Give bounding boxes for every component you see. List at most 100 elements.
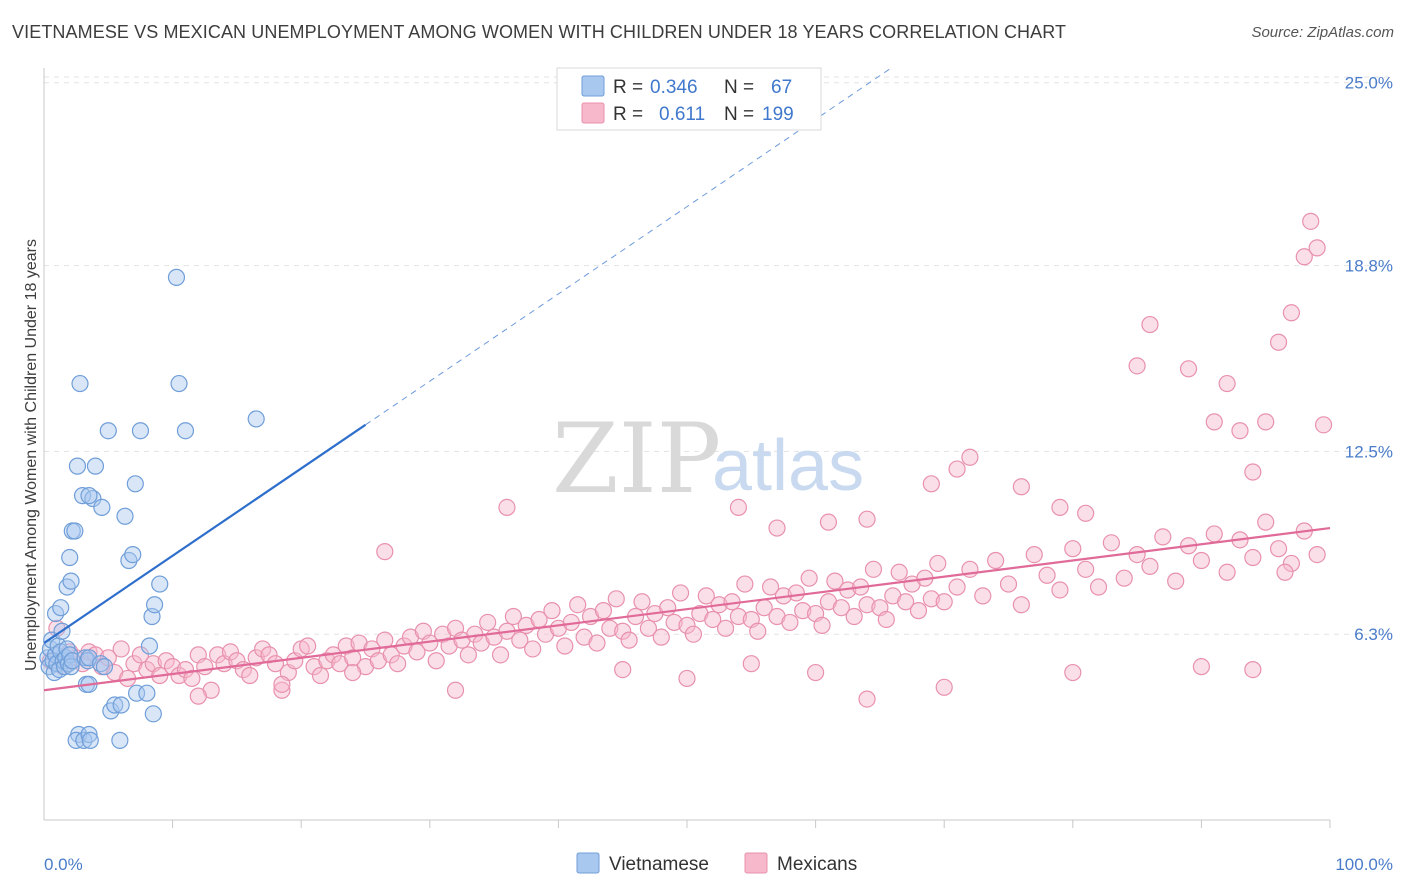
point-mexicans	[639, 619, 658, 637]
legend-n-label-mexicans: N =	[724, 104, 754, 125]
point-mexicans	[1276, 563, 1294, 581]
point-vietnamese	[76, 649, 94, 667]
point-mexicans	[1012, 478, 1030, 496]
point-mexicans	[684, 625, 703, 643]
point-mexicans	[594, 602, 613, 620]
point-vietnamese	[99, 422, 117, 440]
point-mexicans	[716, 619, 735, 637]
bottom-legend-swatch-mexicans	[744, 852, 768, 874]
point-mexicans	[318, 652, 336, 670]
point-mexicans	[1192, 551, 1211, 570]
point-mexicans	[1167, 572, 1185, 590]
bottom-legend-swatch-vietnamese	[576, 852, 600, 874]
point-mexicans	[1064, 540, 1082, 558]
point-mexicans	[344, 649, 362, 667]
point-vietnamese	[176, 422, 195, 440]
point-mexicans	[1257, 413, 1275, 431]
chart-title: VIETNAMESE VS MEXICAN UNEMPLOYMENT AMONG…	[12, 22, 1067, 42]
point-mexicans	[787, 584, 805, 602]
point-mexicans	[806, 663, 825, 682]
point-vietnamese	[95, 658, 114, 676]
point-mexicans	[1314, 416, 1333, 434]
point-vietnamese	[124, 545, 142, 564]
point-mexicans	[588, 634, 606, 652]
point-mexicans	[781, 613, 799, 632]
point-mexicans	[427, 652, 445, 670]
point-mexicans	[511, 631, 529, 649]
point-mexicans	[614, 660, 632, 679]
point-mexicans	[761, 578, 780, 596]
y-tick-label: 6.3%	[1354, 625, 1393, 644]
point-mexicans	[1128, 545, 1146, 564]
point-mexicans	[704, 610, 722, 629]
point-mexicans	[524, 640, 542, 658]
point-mexicans	[922, 590, 940, 608]
point-vietnamese	[80, 725, 98, 744]
point-mexicans	[1154, 528, 1172, 546]
point-mexicans	[254, 640, 272, 658]
point-vietnamese	[68, 457, 87, 475]
point-mexicans	[935, 678, 953, 696]
scatter-points	[39, 212, 1333, 749]
point-mexicans	[633, 593, 651, 611]
point-mexicans	[987, 551, 1005, 570]
point-vietnamese	[73, 487, 92, 505]
point-mexicans	[832, 599, 850, 617]
point-vietnamese	[247, 410, 265, 428]
legend-r-label-vietnamese: R =	[613, 77, 643, 98]
point-mexicans	[1038, 566, 1056, 584]
point-mexicans	[890, 563, 908, 581]
point-vietnamese	[62, 572, 80, 590]
y-tick-label: 12.5%	[1345, 442, 1393, 461]
point-mexicans	[948, 578, 966, 596]
point-mexicans	[826, 572, 844, 590]
point-mexicans	[729, 498, 748, 517]
point-mexicans	[1179, 360, 1198, 378]
point-vietnamese	[140, 637, 159, 655]
point-vietnamese	[131, 422, 150, 440]
point-mexicans	[183, 669, 201, 688]
y-axis-title: Unemployment Among Women with Children U…	[23, 239, 40, 671]
point-mexicans	[273, 675, 291, 693]
point-mexicans	[209, 646, 227, 664]
point-mexicans	[491, 646, 510, 664]
point-mexicans	[479, 613, 497, 632]
point-mexicans	[376, 543, 394, 561]
watermark-atlas: atlas	[712, 426, 864, 506]
point-mexicans	[749, 622, 767, 640]
trend-line-mexicans	[43, 526, 1331, 692]
point-mexicans	[999, 575, 1018, 593]
point-mexicans	[678, 669, 696, 688]
point-mexicans	[196, 658, 214, 676]
point-mexicans	[1077, 560, 1095, 578]
point-mexicans	[1141, 557, 1159, 575]
point-mexicans	[1218, 374, 1236, 393]
y-tick-label: 25.0%	[1345, 74, 1393, 93]
point-vietnamese	[112, 696, 130, 714]
point-mexicans	[736, 575, 754, 593]
point-vietnamese	[71, 374, 89, 393]
point-mexicans	[221, 643, 240, 661]
point-vietnamese	[81, 731, 99, 749]
point-mexicans	[1244, 548, 1262, 567]
x-tick-label: 0.0%	[44, 855, 83, 874]
point-mexicans	[961, 448, 979, 466]
y-tick-labels: 6.3% 12.5% 18.8% 25.0%	[1345, 74, 1393, 644]
legend: R = 0.346 N = 67 R = 0.611 N = 199	[556, 67, 822, 131]
point-mexicans	[1244, 463, 1262, 481]
y-tick-label: 18.8%	[1345, 257, 1393, 276]
point-mexicans	[389, 655, 407, 673]
point-vietnamese	[138, 684, 156, 702]
x-tick-labels: 0.0% 100.0%	[44, 855, 1393, 874]
point-mexicans	[504, 607, 522, 626]
bottom-legend: Vietnamese Mexicans	[576, 852, 857, 875]
point-vietnamese	[61, 548, 79, 567]
point-vietnamese	[145, 596, 164, 614]
point-mexicans	[241, 666, 259, 685]
point-mexicans	[299, 637, 317, 655]
point-vietnamese	[106, 696, 124, 714]
point-mexicans	[1115, 569, 1133, 587]
point-mexicans	[678, 616, 696, 634]
watermark-zip: ZIP	[552, 403, 721, 515]
point-mexicans	[1302, 212, 1320, 230]
